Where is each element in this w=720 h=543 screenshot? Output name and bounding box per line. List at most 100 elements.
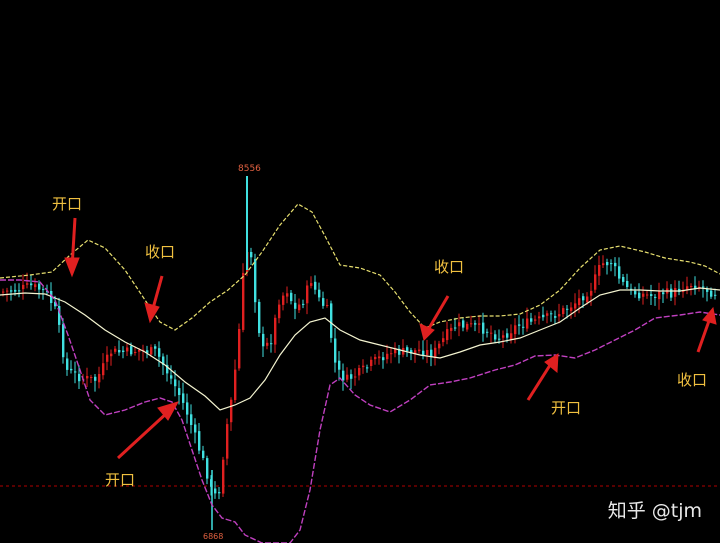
candle-body-38 <box>154 346 157 349</box>
candle-body-87 <box>350 374 353 379</box>
candle-body-48 <box>194 424 197 433</box>
arrow-2-head <box>144 302 160 324</box>
candle-body-141 <box>566 308 569 310</box>
candle-body-96 <box>386 353 389 360</box>
high-price-label: 8556 <box>238 164 261 174</box>
candle-body-82 <box>330 303 333 338</box>
candle-body-4 <box>18 290 21 292</box>
candle-body-27 <box>110 353 113 357</box>
candle-body-43 <box>174 379 177 387</box>
candle-body-34 <box>138 350 141 352</box>
candle-body-120 <box>482 322 485 334</box>
candle-body-144 <box>578 298 581 305</box>
arrow-group <box>64 217 717 460</box>
candle-body-41 <box>166 364 169 374</box>
candlestick-group <box>2 176 717 530</box>
candle-body-49 <box>198 431 201 451</box>
candle-body-32 <box>130 346 133 355</box>
candle-body-68 <box>274 317 277 345</box>
candle-body-35 <box>142 349 145 351</box>
candle-body-94 <box>378 356 381 359</box>
watermark: 知乎 @tjm <box>607 500 702 522</box>
candle-body-178 <box>714 294 717 296</box>
candle-body-73 <box>294 302 297 309</box>
candle-body-31 <box>126 347 129 352</box>
candle-body-140 <box>562 308 565 314</box>
candle-body-114 <box>458 322 461 327</box>
candle-body-62 <box>250 252 253 258</box>
candle-body-93 <box>374 356 377 360</box>
candle-body-3 <box>14 289 17 292</box>
candle-body-132 <box>530 318 533 322</box>
candle-body-80 <box>322 298 325 306</box>
candle-body-122 <box>490 332 493 334</box>
candle-body-8 <box>34 284 37 288</box>
arrow-6-head <box>702 306 717 325</box>
candle-body-29 <box>118 350 121 353</box>
candle-body-56 <box>226 424 229 459</box>
candle-body-79 <box>318 289 321 298</box>
candle-body-66 <box>266 342 269 346</box>
candle-body-123 <box>494 334 497 340</box>
arrow-6 <box>696 317 712 353</box>
candle-body-156 <box>626 281 629 287</box>
candle-body-164 <box>658 290 661 300</box>
arrow-5-head <box>544 353 559 374</box>
candle-body-15 <box>62 324 65 358</box>
candle-body-106 <box>426 350 429 355</box>
candle-body-133 <box>534 319 537 321</box>
candle-body-50 <box>202 450 205 458</box>
candle-body-105 <box>422 350 425 356</box>
candle-body-7 <box>30 283 33 286</box>
candle-body-21 <box>86 376 89 379</box>
candle-body-37 <box>150 347 153 355</box>
candle-body-26 <box>106 354 109 362</box>
candle-body-58 <box>234 369 237 400</box>
candle-body-103 <box>414 350 417 354</box>
candle-body-90 <box>362 365 365 368</box>
arrow-1-head <box>64 257 80 278</box>
arrow-4 <box>426 295 450 331</box>
candle-body-60 <box>242 272 245 330</box>
candle-body-167 <box>670 288 673 298</box>
candle-body-174 <box>698 286 701 288</box>
candle-body-10 <box>42 289 45 291</box>
candle-body-159 <box>638 292 641 299</box>
candle-body-101 <box>406 347 409 351</box>
candle-body-17 <box>70 368 73 371</box>
candle-body-47 <box>190 414 193 425</box>
candle-body-51 <box>206 458 209 479</box>
candle-body-170 <box>682 290 685 292</box>
candle-body-72 <box>290 292 293 302</box>
candle-body-136 <box>546 313 549 316</box>
candle-body-23 <box>94 376 97 381</box>
arrow-3 <box>116 410 170 460</box>
annotation-open-3: 开口 <box>551 399 582 417</box>
candle-body-121 <box>486 331 489 333</box>
candle-body-111 <box>446 329 449 341</box>
candle-body-173 <box>694 285 697 290</box>
candle-body-71 <box>286 293 289 297</box>
candle-body-116 <box>466 323 469 330</box>
candle-body-145 <box>582 296 585 301</box>
candle-body-19 <box>78 373 81 382</box>
middle-band-line <box>0 287 720 411</box>
candle-body-151 <box>606 262 609 266</box>
candle-body-112 <box>450 327 453 331</box>
candle-body-44 <box>178 388 181 395</box>
candle-body-118 <box>474 323 477 325</box>
candle-body-98 <box>394 348 397 354</box>
candle-body-18 <box>74 371 77 373</box>
lower-band-line <box>0 279 720 543</box>
arrow-4-head <box>419 323 435 341</box>
candle-body-69 <box>278 304 281 319</box>
candle-body-147 <box>590 290 593 296</box>
candle-body-102 <box>410 350 413 354</box>
candle-body-99 <box>398 348 401 355</box>
candle-body-150 <box>602 263 605 266</box>
candle-body-128 <box>514 325 517 335</box>
candle-body-36 <box>146 350 149 353</box>
candle-body-45 <box>182 393 185 403</box>
